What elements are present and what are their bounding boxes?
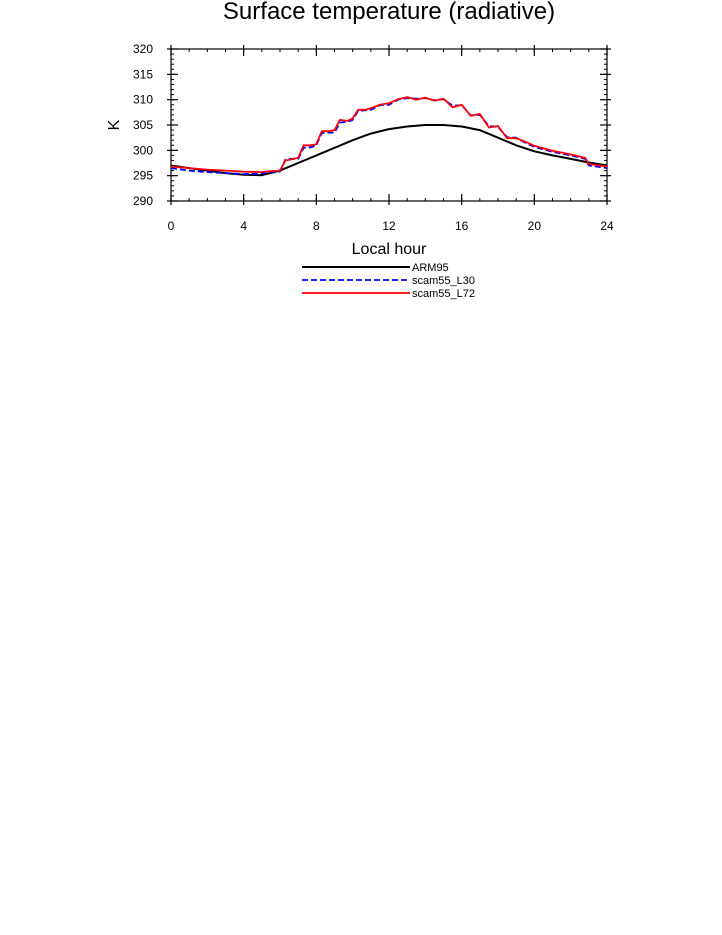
- legend-label: scam55_L72: [412, 288, 475, 300]
- series-lines: [170, 96, 608, 177]
- y-axis-label: K: [106, 119, 123, 130]
- y-tick-label: 305: [133, 118, 153, 132]
- y-tick-labels: 290 295 300 305 310 315 320: [133, 42, 153, 208]
- y-tick-label: 290: [133, 194, 153, 208]
- plot-frame: [170, 48, 608, 202]
- y-tick-label: 320: [133, 42, 153, 56]
- y-tick-label: 310: [133, 93, 153, 107]
- x-tick-labels: 0 4 8 12 16 20 24: [168, 219, 614, 233]
- x-tick-label: 8: [313, 219, 320, 233]
- minor-ticks: [170, 48, 608, 202]
- x-tick-label: 0: [168, 219, 175, 233]
- legend-label: scam55_L30: [412, 275, 475, 287]
- major-ticks: [167, 45, 611, 205]
- x-tick-label: 20: [528, 219, 542, 233]
- chart-title: Surface temperature (radiative): [223, 0, 555, 25]
- y-tick-label: 295: [133, 169, 153, 183]
- x-tick-label: 12: [382, 219, 396, 233]
- x-tick-label: 24: [600, 219, 614, 233]
- legend-label: ARM95: [412, 262, 449, 274]
- y-tick-label: 315: [133, 67, 153, 81]
- series-line-scam55-l72: [170, 96, 608, 174]
- x-tick-label: 4: [240, 219, 247, 233]
- plot-area: [167, 45, 611, 205]
- x-tick-label: 16: [455, 219, 469, 233]
- series-line-arm95: [170, 124, 608, 177]
- x-axis-label: Local hour: [352, 241, 427, 258]
- series-line-scam55-l30: [170, 97, 608, 176]
- y-tick-label: 300: [133, 143, 153, 157]
